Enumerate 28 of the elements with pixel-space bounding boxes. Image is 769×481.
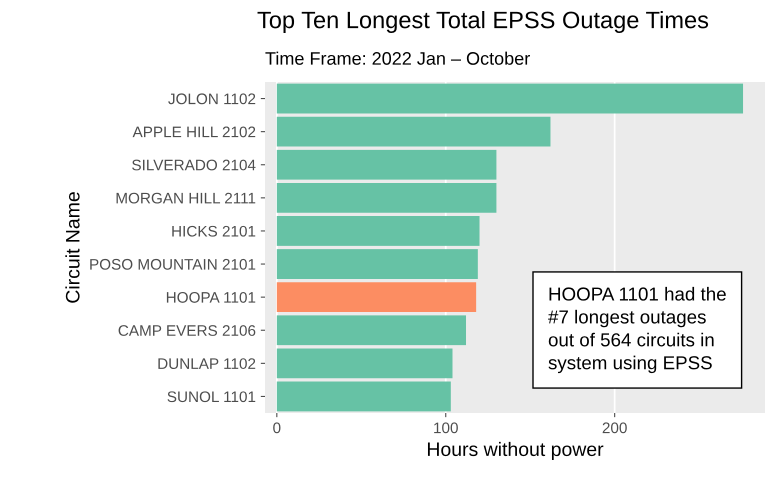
y-tick-label: DUNLAP 1102 xyxy=(158,358,256,370)
y-tick-label: HOOPA 1101 xyxy=(166,292,256,303)
bar xyxy=(276,282,476,312)
y-tick-label: POSO MOUNTAIN 2101 xyxy=(90,258,256,270)
bar xyxy=(276,84,744,114)
annotation: HOOPA 1101 had the #7 longest outages out of 564 circuits in system using EPSS xyxy=(548,286,726,374)
bar xyxy=(276,382,451,412)
y-tick-label: HICKS 2101 xyxy=(172,226,256,237)
chart-subtitle: Time Frame: 2022 Jan – October xyxy=(265,52,530,65)
bar xyxy=(276,182,496,213)
y-axis-title: Circuit Name xyxy=(65,192,80,303)
chart-title: Top Ten Longest Total EPSS Outage Times xyxy=(258,10,708,34)
y-tick-label: JOLON 1102 xyxy=(168,93,256,104)
x-axis-title: Hours without power xyxy=(428,442,604,460)
y-tick-label: SILVERADO 2104 xyxy=(132,160,256,170)
bar xyxy=(276,150,496,180)
x-tick-label: 200 xyxy=(602,422,627,434)
bar xyxy=(276,116,550,147)
y-tick-label: MORGAN HILL 2111 xyxy=(116,192,256,204)
y-tick-label: CAMP EVERS 2106 xyxy=(118,325,256,336)
bar xyxy=(276,315,466,346)
x-tick-label: 100 xyxy=(434,422,458,434)
bar xyxy=(276,348,452,378)
bar xyxy=(276,216,480,246)
y-tick-label: APPLE HILL 2102 xyxy=(132,126,256,138)
x-tick-label: 0 xyxy=(273,422,280,434)
y-tick-label: SUNOL 1101 xyxy=(168,391,256,402)
bar xyxy=(276,249,478,279)
